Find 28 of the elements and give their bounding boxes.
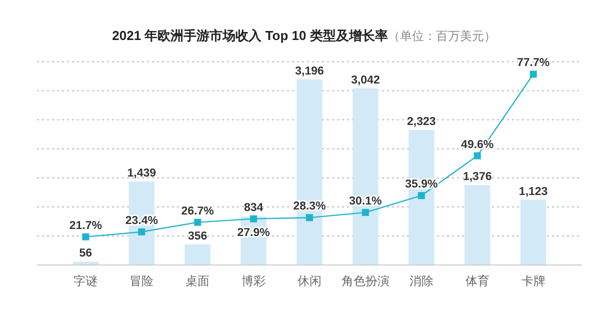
data-label: 3,042 <box>351 74 380 86</box>
data-label: 1,439 <box>127 167 156 180</box>
data-label: 1,376 <box>462 171 492 184</box>
data-label: 26.7% <box>181 205 214 218</box>
data-label: 356 <box>188 230 208 242</box>
data-label: 3,196 <box>295 65 324 78</box>
data-label: 27.9% <box>237 226 270 239</box>
data-label: 23.4% <box>125 214 158 227</box>
data-label: 30.1% <box>349 195 382 208</box>
x-tick-label: 卡牌 <box>521 274 546 288</box>
chart-subtitle: （单位：百万美元） <box>388 29 496 43</box>
x-tick-label: 桌面 <box>186 274 210 288</box>
data-label: 1,123 <box>518 186 548 198</box>
x-tick-label: 体育 <box>465 274 490 288</box>
x-tick-label: 冒险 <box>130 274 154 288</box>
data-label: 35.9% <box>405 178 438 191</box>
x-tick-label: 字谜 <box>74 274 98 288</box>
x-tick-label: 消除 <box>409 274 434 288</box>
x-tick-label: 博彩 <box>242 274 266 288</box>
data-label: 21.7% <box>69 220 102 232</box>
data-label: 56 <box>79 248 92 260</box>
data-label: 28.3% <box>293 200 326 213</box>
data-label: 77.7% <box>517 57 550 70</box>
x-tick-label: 休闲 <box>298 274 322 288</box>
data-label: 2,323 <box>407 116 436 128</box>
chart-title: 2021 年欧洲手游市场收入 Top 10 类型及增长率 <box>112 28 388 43</box>
data-label: 834 <box>244 202 264 214</box>
x-tick-label: 角色扮演 <box>341 274 390 288</box>
